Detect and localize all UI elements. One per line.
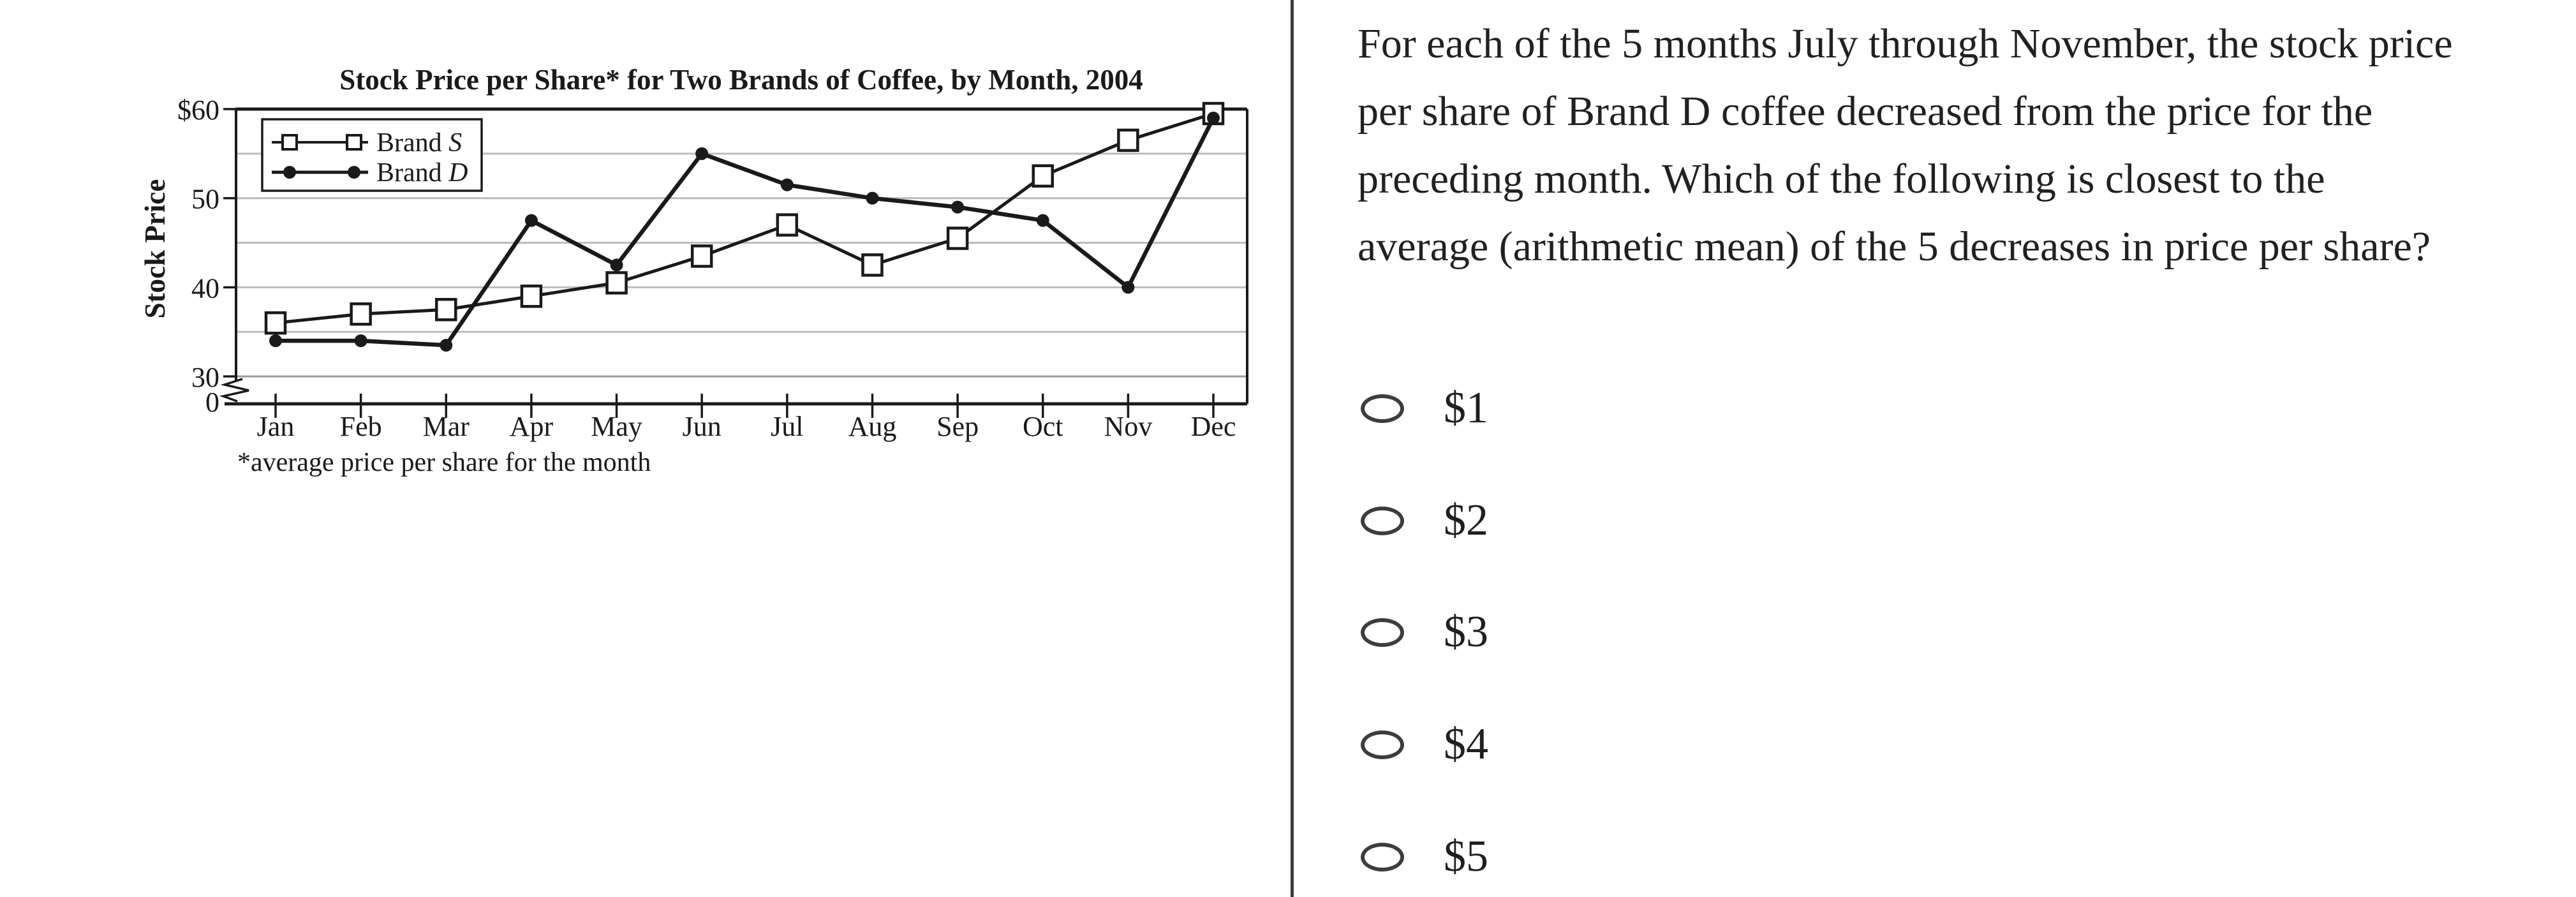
legend-label-brand-s: Brand S (376, 128, 462, 158)
x-tick-label-dec: Dec (1191, 411, 1236, 442)
marker-brand-s-aug (861, 253, 884, 277)
chart-series-layer (264, 101, 1225, 352)
answer-option[interactable]: $1 (1361, 385, 1488, 431)
marker-brand-s-sep (946, 226, 969, 250)
x-tick-label-jan: Jan (257, 411, 295, 442)
series-line-brand-d (276, 117, 1215, 348)
option-label[interactable]: $4 (1444, 720, 1488, 769)
y-tick-label-60: $60 (177, 94, 219, 126)
series-line-brand-s (275, 112, 1214, 325)
answer-option[interactable]: $5 (1361, 834, 1488, 880)
marker-brand-d-aug (866, 191, 879, 205)
axis-break-icon (219, 378, 249, 403)
marker-brand-d-mar (440, 339, 453, 352)
marker-brand-d-apr (524, 214, 538, 227)
y-axis-label: Stock Price (139, 179, 171, 319)
option-label[interactable]: $2 (1444, 496, 1488, 545)
x-tick-label-feb: Feb (340, 411, 382, 442)
y-tick-label-40: 40 (191, 272, 219, 304)
radio-button[interactable] (1361, 618, 1404, 647)
marker-brand-d-feb (354, 334, 367, 348)
marker-brand-s-may (605, 271, 628, 295)
marker-brand-s-jun (690, 244, 713, 268)
stock-price-chart: Stock Price per Share* for Two Brands of… (139, 64, 1248, 477)
marker-brand-d-sep (951, 200, 965, 214)
marker-brand-s-nov (1117, 128, 1139, 152)
answer-option[interactable]: $4 (1361, 722, 1488, 767)
radio-button[interactable] (1361, 730, 1404, 759)
x-tick-label-jun: Jun (683, 411, 722, 442)
marker-brand-d-dec (1207, 111, 1220, 124)
marker-brand-s-oct (1032, 164, 1054, 188)
option-label[interactable]: $5 (1444, 832, 1488, 881)
chart-title: Stock Price per Share* for Two Brands of… (339, 64, 1143, 96)
legend-marker-open-square (346, 134, 362, 151)
y-tick-label-50: 50 (191, 184, 219, 215)
legend-marker-filled-circle (348, 166, 360, 179)
marker-brand-d-oct (1036, 214, 1049, 227)
x-tick-label-mar: Mar (423, 411, 470, 442)
x-tick-label-jul: Jul (771, 411, 803, 442)
y-tick-label-0: 0 (205, 387, 219, 418)
answer-option[interactable]: $3 (1361, 609, 1488, 655)
marker-brand-s-mar (435, 298, 457, 322)
legend-marker-open-square (281, 134, 298, 151)
question-text: For each of the 5 months July through No… (1358, 20, 2453, 270)
x-tick-label-sep: Sep (936, 411, 979, 442)
radio-button[interactable] (1361, 506, 1404, 535)
marker-brand-d-jul (780, 178, 794, 191)
legend-marker-filled-circle (283, 166, 296, 179)
x-tick-label-oct: Oct (1023, 411, 1063, 442)
x-tick-label-may: May (591, 411, 642, 442)
marker-brand-s-jul (776, 213, 799, 237)
answer-option[interactable]: $2 (1361, 498, 1488, 544)
x-tick-label-apr: Apr (510, 411, 554, 442)
panel-divider (1291, 0, 1294, 897)
marker-brand-d-jun (695, 147, 709, 160)
marker-brand-d-nov (1121, 281, 1135, 294)
x-tick-label-nov: Nov (1104, 411, 1152, 442)
option-label[interactable]: $1 (1444, 383, 1488, 433)
marker-brand-s-jan (264, 311, 287, 335)
marker-brand-d-may (610, 258, 623, 272)
radio-button[interactable] (1361, 842, 1404, 871)
radio-button[interactable] (1361, 394, 1404, 423)
option-label[interactable]: $3 (1444, 607, 1488, 656)
legend-box (261, 118, 483, 192)
marker-brand-s-apr (520, 285, 543, 308)
y-tick-label-30: 30 (191, 362, 219, 393)
legend-label-brand-d: Brand D (376, 158, 468, 188)
chart-footnote: *average price per share for the month (237, 448, 651, 477)
marker-brand-d-jan (269, 334, 282, 348)
marker-brand-s-feb (350, 302, 372, 326)
x-tick-label-aug: Aug (848, 411, 897, 442)
